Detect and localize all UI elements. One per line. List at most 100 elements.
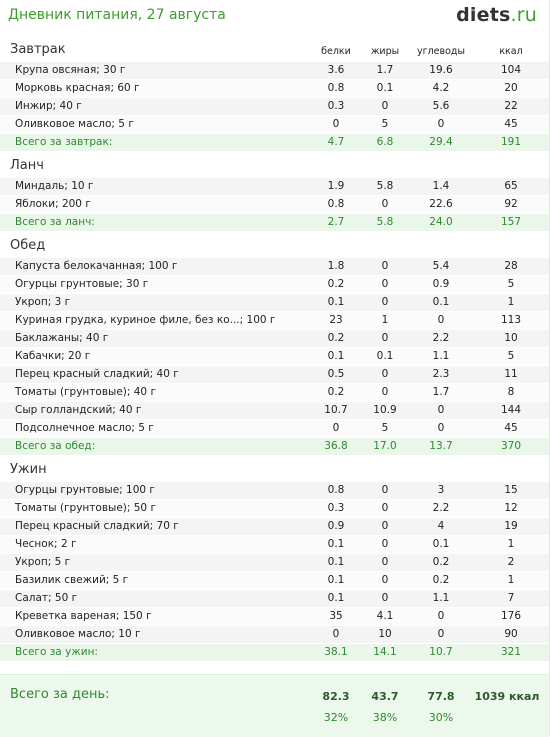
- food-protein: 1.8: [327, 260, 345, 272]
- food-row[interactable]: Подсолнечное масло; 5 г 0 5 0 45: [0, 419, 549, 437]
- food-fat: 0: [381, 556, 389, 568]
- food-carbs: 0.1: [432, 538, 450, 550]
- food-row[interactable]: Томаты (грунтовые); 50 г 0.3 0 2.2 12: [0, 499, 549, 517]
- section-total-row: Всего за ланч: 2.7 5.8 24.0 157: [0, 213, 549, 231]
- food-protein: 0.1: [327, 574, 345, 586]
- food-fat: 0: [381, 386, 389, 398]
- day-total-label: Всего за день:: [10, 687, 110, 702]
- food-fat: 0: [381, 520, 389, 532]
- food-name: Оливковое масло; 10 г: [15, 628, 141, 640]
- food-row[interactable]: Перец красный сладкий; 40 г 0.5 0 2.3 11: [0, 365, 549, 383]
- food-row[interactable]: Морковь красная; 60 г 0.8 0.1 4.2 20: [0, 79, 549, 97]
- food-row[interactable]: Инжир; 40 г 0.3 0 5.6 22: [0, 97, 549, 115]
- food-row[interactable]: Огурцы грунтовые; 100 г 0.8 0 3 15: [0, 481, 549, 499]
- total-kcal: 191: [500, 136, 522, 148]
- food-carbs: 1.1: [432, 592, 450, 604]
- food-name: Креветка вареная; 150 г: [15, 610, 152, 622]
- logo-suffix: .ru: [510, 4, 537, 26]
- food-kcal: 45: [504, 118, 518, 130]
- food-name: Чеснок; 2 г: [15, 538, 77, 550]
- food-protein: 0.1: [327, 350, 345, 362]
- food-fat: 1: [381, 314, 389, 326]
- food-carbs: 0.2: [432, 574, 450, 586]
- food-fat: 0: [381, 100, 389, 112]
- food-fat: 10.9: [373, 404, 397, 416]
- food-fat: 1.7: [376, 64, 394, 76]
- total-kcal: 157: [500, 216, 522, 228]
- food-fat: 0.1: [376, 350, 394, 362]
- food-name: Базилик свежий; 5 г: [15, 574, 129, 586]
- food-kcal: 28: [504, 260, 518, 272]
- section-rows: Крупа овсяная; 30 г 3.6 1.7 19.6 104 Морковь …: [0, 61, 549, 133]
- meal-section: Завтрак белки жиры углеводы ккал Крупа овсяна…: [0, 40, 549, 156]
- food-carbs: 0.9: [432, 278, 450, 290]
- day-kcal: 1039 ккал: [474, 690, 540, 703]
- food-row[interactable]: Чеснок; 2 г 0.1 0 0.1 1: [0, 535, 549, 553]
- food-protein: 0.5: [327, 368, 345, 380]
- food-row[interactable]: Оливковое масло; 5 г 0 5 0 45: [0, 115, 549, 133]
- food-kcal: 5: [507, 278, 515, 290]
- food-carbs: 2.2: [432, 332, 450, 344]
- food-fat: 0: [381, 538, 389, 550]
- food-kcal: 90: [504, 628, 518, 640]
- total-protein: 38.1: [324, 646, 348, 658]
- total-carbs: 10.7: [429, 646, 453, 658]
- food-name: Капуста белокачанная; 100 г: [15, 260, 178, 272]
- food-row[interactable]: Базилик свежий; 5 г 0.1 0 0.2 1: [0, 571, 549, 589]
- food-fat: 0: [381, 198, 389, 210]
- food-row[interactable]: Сыр голландский; 40 г 10.7 10.9 0 144: [0, 401, 549, 419]
- day-carbs-percent: 30%: [428, 711, 454, 724]
- food-kcal: 113: [500, 314, 522, 326]
- total-kcal: 321: [500, 646, 522, 658]
- total-carbs: 13.7: [429, 440, 453, 452]
- food-row[interactable]: Кабачки; 20 г 0.1 0.1 1.1 5: [0, 347, 549, 365]
- food-row[interactable]: Перец красный сладкий; 70 г 0.9 0 4 19: [0, 517, 549, 535]
- food-name: Сыр голландский; 40 г: [15, 404, 142, 416]
- food-name: Салат; 50 г: [15, 592, 78, 604]
- food-carbs: 1.7: [432, 386, 450, 398]
- food-protein: 1.9: [327, 180, 345, 192]
- food-row[interactable]: Томаты (грунтовые); 40 г 0.2 0 1.7 8: [0, 383, 549, 401]
- section-title: Ланч: [10, 158, 44, 173]
- food-row[interactable]: Крупа овсяная; 30 г 3.6 1.7 19.6 104: [0, 61, 549, 79]
- section-total-label: Всего за ужин:: [15, 646, 98, 658]
- food-row[interactable]: Креветка вареная; 150 г 35 4.1 0 176: [0, 607, 549, 625]
- food-name: Баклажаны; 40 г: [15, 332, 109, 344]
- food-row[interactable]: Куриная грудка, куриное филе, без ко...;…: [0, 311, 549, 329]
- food-protein: 0.8: [327, 82, 345, 94]
- food-row[interactable]: Салат; 50 г 0.1 0 1.1 7: [0, 589, 549, 607]
- food-row[interactable]: Огурцы грунтовые; 30 г 0.2 0 0.9 5: [0, 275, 549, 293]
- food-fat: 0: [381, 502, 389, 514]
- total-kcal: 370: [500, 440, 522, 452]
- total-fat: 17.0: [373, 440, 397, 452]
- food-kcal: 1: [507, 538, 515, 550]
- site-logo[interactable]: diets.ru: [456, 4, 537, 26]
- food-row[interactable]: Укроп; 3 г 0.1 0 0.1 1: [0, 293, 549, 311]
- food-row[interactable]: Баклажаны; 40 г 0.2 0 2.2 10: [0, 329, 549, 347]
- food-row[interactable]: Капуста белокачанная; 100 г 1.8 0 5.4 28: [0, 257, 549, 275]
- food-kcal: 20: [504, 82, 518, 94]
- food-name: Укроп; 5 г: [15, 556, 71, 568]
- food-protein: 10.7: [324, 404, 348, 416]
- food-row[interactable]: Миндаль; 10 г 1.9 5.8 1.4 65: [0, 177, 549, 195]
- food-name: Яблоки; 200 г: [15, 198, 91, 210]
- food-name: Огурцы грунтовые; 100 г: [15, 484, 155, 496]
- section-total-label: Всего за завтрак:: [15, 136, 113, 148]
- food-kcal: 65: [504, 180, 518, 192]
- column-header-protein: белки: [321, 46, 351, 57]
- section-header: Ланч: [0, 156, 549, 177]
- section-header: Ужин: [0, 460, 549, 481]
- food-carbs: 4.2: [432, 82, 450, 94]
- food-carbs: 3: [437, 484, 445, 496]
- food-kcal: 22: [504, 100, 518, 112]
- total-fat: 6.8: [376, 136, 394, 148]
- food-kcal: 7: [507, 592, 515, 604]
- food-row[interactable]: Оливковое масло; 10 г 0 10 0 90: [0, 625, 549, 643]
- food-row[interactable]: Яблоки; 200 г 0.8 0 22.6 92: [0, 195, 549, 213]
- food-row[interactable]: Укроп; 5 г 0.1 0 0.2 2: [0, 553, 549, 571]
- column-header-carbs: углеводы: [416, 46, 465, 57]
- food-kcal: 45: [504, 422, 518, 434]
- food-name: Куриная грудка, куриное филе, без ко...;…: [15, 314, 276, 326]
- total-protein: 4.7: [327, 136, 345, 148]
- food-protein: 0.1: [327, 296, 345, 308]
